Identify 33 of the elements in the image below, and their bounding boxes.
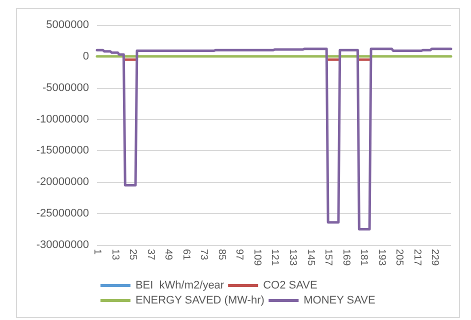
x-tick-label: 49 <box>162 249 174 261</box>
line-series <box>96 48 452 231</box>
x-tick-label: 61 <box>180 249 192 261</box>
y-tick-label: -15000000 <box>36 144 89 157</box>
x-tick-label: 169 <box>340 249 352 266</box>
x-tick-label: 1 <box>92 249 102 255</box>
x-tick-label: 37 <box>144 249 156 261</box>
legend-label: ENERGY SAVED (MW-hr) <box>135 294 264 306</box>
x-tick-label: 97 <box>234 249 245 261</box>
y-tick-label: -30000000 <box>36 239 89 251</box>
y-tick-label: 5000000 <box>46 19 89 31</box>
y-tick-label: -25000000 <box>36 208 89 220</box>
y-tick-label: -10000000 <box>36 113 89 126</box>
legend-label: CO2 SAVE <box>263 280 318 292</box>
x-tick-label: 193 <box>376 249 387 266</box>
x-tick-label: 217 <box>411 249 422 266</box>
x-tick-label: 13 <box>109 249 120 261</box>
x-tick-label: 25 <box>127 249 138 261</box>
x-tick-label: 205 <box>394 249 405 266</box>
y-tick-label: -5000000 <box>42 82 89 94</box>
x-tick-label: 229 <box>429 249 440 266</box>
x-tick-label: 157 <box>322 249 334 266</box>
x-tick-label: 181 <box>358 249 370 266</box>
x-tick-label: 85 <box>216 249 227 261</box>
x-tick-label: 109 <box>251 249 262 266</box>
legend-label: BEI kWh/m2/year <box>135 280 224 292</box>
x-tick-label: 121 <box>269 249 280 266</box>
x-tick-label: 145 <box>304 249 316 266</box>
x-tick-label: 73 <box>198 249 210 261</box>
x-tick-label: 133 <box>287 249 298 266</box>
y-tick-label: 0 <box>82 50 89 62</box>
y-tick-label: -20000000 <box>36 176 89 188</box>
legend-label: MONEY SAVE <box>304 294 376 306</box>
